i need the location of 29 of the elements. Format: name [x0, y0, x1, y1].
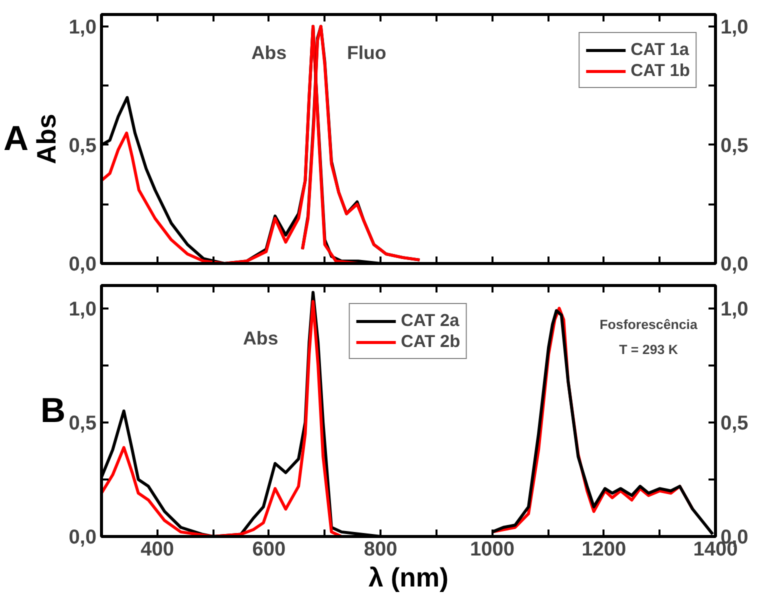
y-axis-title: Abs — [32, 114, 62, 164]
x-tick-label: 800 — [364, 538, 398, 560]
x-axis-title: λ (nm) — [368, 562, 448, 592]
y-tick-label: 0,5 — [68, 412, 97, 434]
legend-label: CAT 2b — [400, 331, 460, 352]
y2-tick-label: 1,0 — [720, 298, 748, 320]
annotation: T = 293 K — [619, 342, 678, 357]
x-tick-label: 600 — [252, 538, 286, 560]
x-tick-label: 1200 — [582, 538, 626, 560]
y2-tick-label: 0,5 — [720, 134, 748, 157]
y2-tick-label: 0,5 — [720, 412, 748, 434]
annotation: Fluo — [346, 42, 386, 63]
x-tick-label: 400 — [140, 538, 174, 560]
annotation: Fosforescência — [600, 316, 698, 332]
text: A — [3, 120, 29, 158]
y-tick-label: 1,0 — [68, 16, 97, 38]
y-tick-label: 1,0 — [68, 298, 97, 320]
legend-label: CAT 1b — [630, 60, 690, 81]
y-tick-label: 0,0 — [68, 526, 97, 548]
y2-tick-label: 1,0 — [720, 16, 748, 38]
legend-label: CAT 2a — [400, 310, 460, 331]
y2-tick-label: 0,0 — [720, 254, 748, 276]
legend-label: CAT 1a — [630, 39, 690, 60]
annotation: Abs — [242, 327, 278, 348]
x-tick-label: 1000 — [470, 538, 514, 560]
annotation: Abs — [251, 42, 287, 63]
text: B — [40, 392, 66, 430]
y-tick-label: 0,0 — [68, 254, 97, 276]
y-tick-label: 0,5 — [68, 134, 97, 157]
